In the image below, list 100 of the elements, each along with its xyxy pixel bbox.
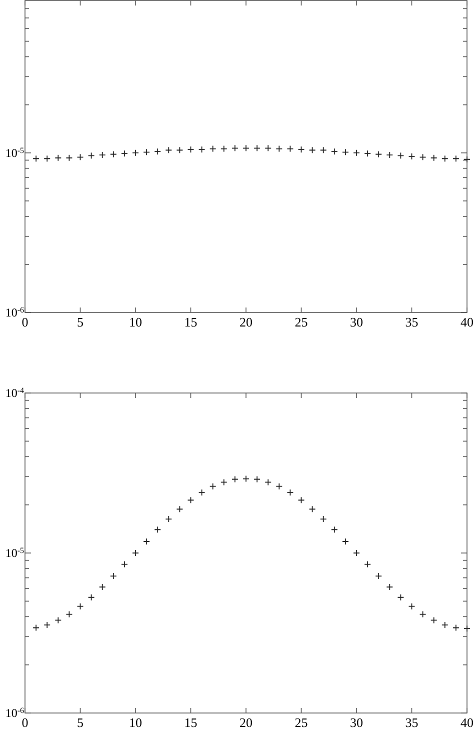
point [110,150,117,158]
point [430,154,438,162]
point [232,476,238,483]
point [242,144,250,152]
point [320,516,327,522]
point [154,526,162,534]
point [143,148,150,156]
point [176,506,184,513]
point [110,572,117,580]
point [386,584,394,590]
point [441,155,448,162]
x-tick-label: 35 [405,715,418,729]
x-tick-label: 40 [460,314,474,330]
point [408,152,416,160]
x-tick-label: 20 [240,715,252,729]
point [419,610,426,618]
point [187,146,194,153]
point [98,584,106,590]
point [342,148,349,156]
point [76,602,84,610]
x-tick-label: 5 [77,715,84,729]
point [375,572,382,580]
point [397,152,404,160]
x-tick-label: 0 [22,314,28,330]
point [98,152,106,158]
point [364,560,371,568]
point [375,150,382,158]
x-tick-label: 25 [294,314,308,330]
point [353,550,360,556]
y-tick-label: 10$^{-5}$ [5,546,24,560]
x-tick-label: 15 [184,314,198,330]
point [276,482,283,490]
point [88,594,95,601]
x-tick-label: 10 [129,314,142,330]
point [209,482,216,490]
point [187,496,194,504]
point [264,478,272,486]
point [298,496,305,504]
x-tick-label: 5 [77,314,84,330]
point [220,145,228,152]
point [88,152,95,160]
point [165,146,172,154]
point [242,475,250,482]
point [441,622,448,628]
point [198,489,206,496]
point [464,625,470,632]
point [286,489,294,496]
x-tick-label: 15 [184,715,198,729]
point [320,146,327,154]
point [464,156,470,163]
y-tick-label: 10$^{-6}$ [5,706,24,720]
point [44,155,51,162]
point [54,616,62,624]
x-tick-label: 30 [350,715,363,729]
point [44,622,51,628]
x-tick-label: 25 [294,715,308,729]
point [143,538,150,545]
point [308,506,316,513]
y-tick-label: 10$^{-4}$ [5,386,24,400]
point [254,144,260,152]
point [209,145,216,152]
point [452,624,460,632]
point [132,149,139,156]
point [32,155,40,162]
point [232,144,238,152]
point [254,476,260,483]
point [76,154,84,161]
x-tick-label: 0 [22,715,28,729]
point [176,146,184,154]
point [408,602,416,610]
x-tick-label: 10 [129,715,142,729]
point [364,150,371,157]
point [276,145,283,152]
point [198,146,206,153]
x-tick-label: 30 [350,314,363,330]
x-tick-label: 40 [460,715,474,729]
point [397,594,404,601]
point [330,148,338,155]
point [264,144,272,152]
point [66,154,73,162]
y-tick-label: 10$^{-6}$ [5,305,24,320]
point [452,155,460,162]
x-tick-label: 20 [240,314,252,330]
point [430,616,438,624]
point [121,150,128,157]
point [330,526,338,534]
point [342,538,349,545]
point [419,154,426,161]
point [286,145,294,152]
point [353,149,360,156]
point [165,516,172,522]
point [32,624,40,632]
point [54,154,62,162]
point [66,610,73,618]
point [154,148,162,155]
point [132,550,139,556]
point [121,560,128,568]
point [386,152,394,158]
y-tick-label: 10$^{-5}$ [5,145,24,160]
x-tick-label: 35 [405,314,418,330]
